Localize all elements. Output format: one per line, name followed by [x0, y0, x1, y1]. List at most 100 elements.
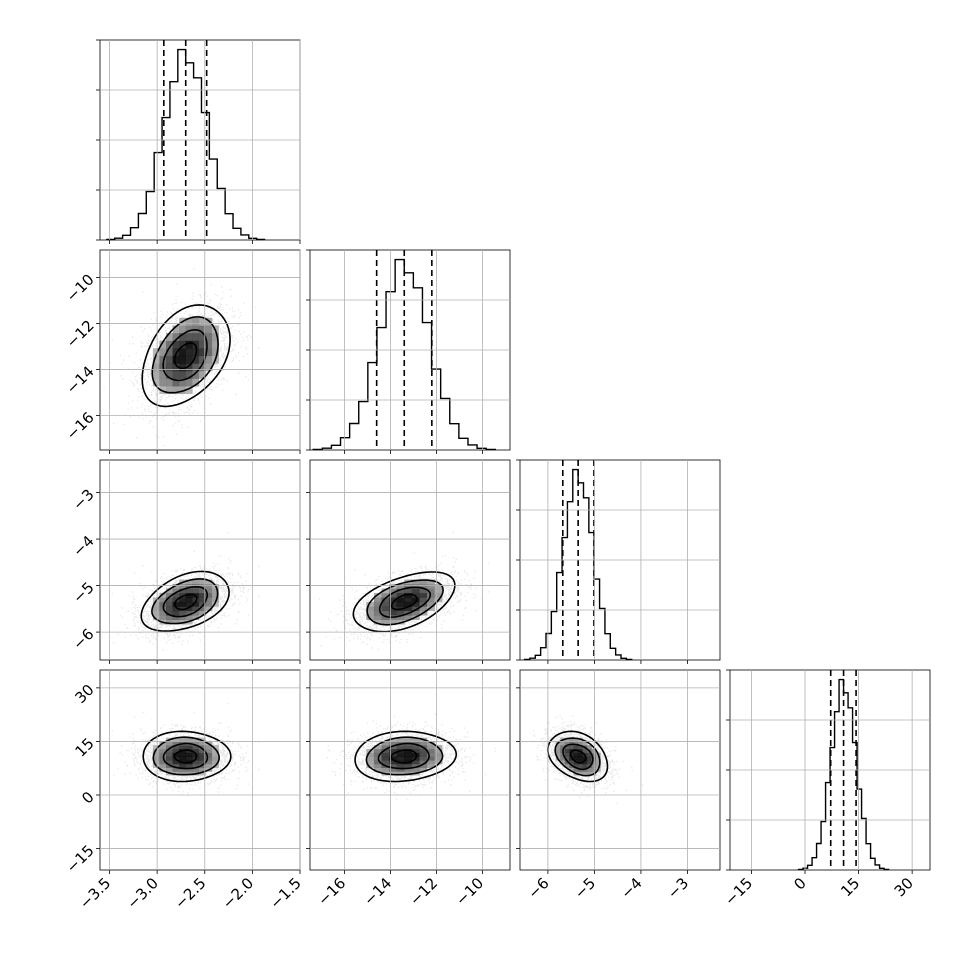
contour-2: [546, 730, 609, 783]
density-cell: [381, 748, 390, 753]
density-cell: [185, 340, 193, 349]
x-tick-label: −16: [314, 874, 349, 909]
density-cell: [185, 317, 193, 326]
density-cell: [411, 579, 420, 585]
density-cell: [396, 615, 405, 621]
density-layer: [318, 532, 490, 650]
density-cell: [427, 579, 435, 585]
density-cell: [205, 363, 213, 372]
density-cell: [185, 348, 193, 357]
grid-lines: [730, 670, 930, 870]
density-cell: [596, 756, 601, 761]
density-cell: [578, 756, 583, 761]
density-cell: [185, 363, 193, 372]
density-cell: [152, 355, 160, 364]
density-cell: [212, 340, 219, 349]
density-cell: [396, 745, 405, 750]
density-cell: [172, 615, 180, 621]
density-cell: [389, 619, 397, 625]
density-cell: [179, 584, 187, 589]
density-cell: [587, 771, 592, 776]
density-cell: [573, 763, 579, 768]
panel-frame: [309, 459, 511, 661]
density-cell: [205, 588, 213, 594]
density-cell: [172, 355, 180, 364]
contour-2: [141, 304, 231, 408]
panel-frame: [309, 669, 511, 871]
density-layer: [103, 268, 260, 447]
density-cell: [198, 756, 206, 761]
density-cell: [166, 606, 173, 612]
density-cell: [172, 386, 180, 394]
density-cell: [389, 741, 397, 746]
density-cell: [198, 355, 206, 364]
density-cell: [185, 370, 193, 379]
density-cell: [427, 756, 435, 761]
density-cell: [172, 584, 180, 589]
density-cell: [404, 606, 413, 612]
density-cell: [373, 619, 382, 625]
density-cell: [159, 760, 167, 765]
density-cell: [373, 601, 382, 607]
density-cell: [381, 767, 390, 772]
y-tick-label: 30: [71, 681, 97, 707]
density-cell: [198, 606, 206, 612]
density-cell: [564, 741, 570, 746]
density-cell: [427, 606, 435, 612]
density-cell: [591, 752, 597, 757]
scatter-panel-3-2: [516, 669, 721, 874]
density-cell: [404, 756, 413, 761]
density-cell: [159, 752, 167, 757]
density-cell: [366, 760, 375, 765]
density-cell: [578, 763, 583, 768]
density-cell: [185, 610, 193, 616]
x-tick-label: −15: [721, 874, 756, 909]
x-tick-label: −12: [406, 874, 441, 909]
density-cell: [166, 610, 173, 616]
grid-lines: [100, 460, 301, 660]
density-cell: [198, 745, 206, 750]
density-cell: [152, 348, 160, 357]
density-cell: [179, 340, 187, 349]
density-cell: [185, 355, 193, 364]
histogram-panel-3: [726, 669, 931, 874]
density-cell: [381, 615, 390, 621]
density-cell: [198, 767, 206, 772]
density-cell: [419, 741, 428, 746]
density-cell: [591, 756, 597, 761]
density-cell: [192, 332, 200, 341]
scatter-panel-3-1: [306, 669, 511, 874]
density-cell: [166, 756, 173, 761]
density-cell: [166, 767, 173, 772]
contour-1.5: [152, 736, 221, 776]
density-cell: [212, 332, 219, 341]
y-tick-label: −15: [63, 842, 98, 877]
density-cell: [159, 370, 167, 379]
contour-2: [354, 730, 458, 783]
density-cell: [198, 597, 206, 603]
density-cell: [411, 745, 420, 750]
density-cell: [205, 325, 213, 334]
density-cell: [205, 579, 213, 585]
density-cell: [166, 745, 173, 750]
density-cell: [427, 760, 435, 765]
density-cell: [166, 597, 173, 603]
density-cell: [179, 386, 187, 394]
density-cell: [192, 378, 200, 387]
grid-lines: [100, 40, 301, 240]
density-cell: [578, 752, 583, 757]
density-cell: [172, 745, 180, 750]
density-cell: [185, 378, 193, 387]
density-cell: [396, 767, 405, 772]
density-cell: [172, 760, 180, 765]
density-cell: [569, 741, 574, 746]
density-cell: [205, 752, 213, 757]
density-cell: [198, 601, 206, 607]
density-cell: [198, 370, 206, 379]
density-cell: [192, 363, 200, 372]
density-cell: [560, 741, 566, 746]
density-cell: [172, 752, 180, 757]
density-cell: [166, 340, 173, 349]
density-cell: [366, 756, 375, 761]
density-cell: [396, 601, 405, 607]
